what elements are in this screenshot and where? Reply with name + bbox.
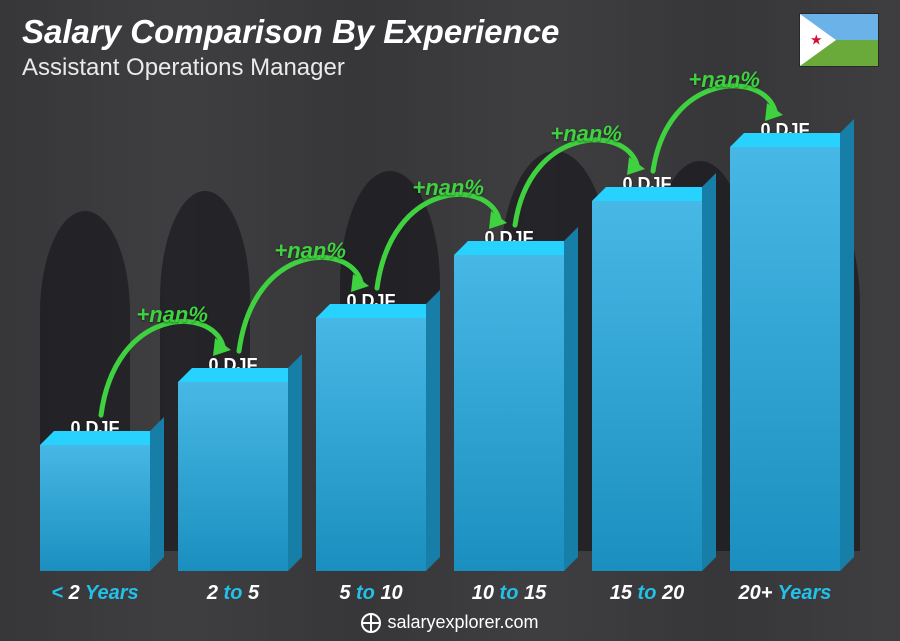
footer: salaryexplorer.com — [0, 612, 900, 633]
bar-shape — [40, 445, 150, 571]
bar-1: 0 DJF — [178, 120, 288, 571]
x-axis-label: 10 to 15 — [454, 582, 564, 605]
chart-subtitle: Assistant Operations Manager — [22, 54, 559, 82]
footer-text: salaryexplorer.com — [387, 612, 538, 633]
country-flag-icon: ★ — [800, 14, 878, 66]
x-axis-label: 5 to 10 — [316, 582, 426, 605]
bar-shape — [730, 147, 840, 571]
bar-shape — [454, 255, 564, 571]
delta-label: +nan% — [550, 121, 622, 147]
x-axis-label: 15 to 20 — [592, 582, 702, 605]
x-axis: < 2 Years 2 to 5 5 to 10 10 to 15 15 to 20 20… — [30, 582, 850, 605]
chart-title: Salary Comparison By Experience — [22, 14, 559, 50]
globe-icon — [361, 613, 381, 633]
bar-2: 0 DJF — [316, 120, 426, 571]
bar-shape — [316, 318, 426, 571]
bar-0: 0 DJF — [40, 120, 150, 571]
x-axis-label: 20+ Years — [730, 582, 840, 605]
delta-label: +nan% — [274, 238, 346, 264]
bar-shape — [178, 382, 288, 571]
bar-shape — [592, 201, 702, 571]
x-axis-label: 2 to 5 — [178, 582, 288, 605]
delta-label: +nan% — [136, 302, 208, 328]
x-axis-label: < 2 Years — [40, 582, 150, 605]
delta-label: +nan% — [688, 67, 760, 93]
delta-label: +nan% — [412, 175, 484, 201]
bar-chart: 0 DJF0 DJF0 DJF0 DJF0 DJF0 DJF +nan%+nan… — [30, 120, 850, 571]
bar-4: 0 DJF — [592, 120, 702, 571]
bar-5: 0 DJF — [730, 120, 840, 571]
